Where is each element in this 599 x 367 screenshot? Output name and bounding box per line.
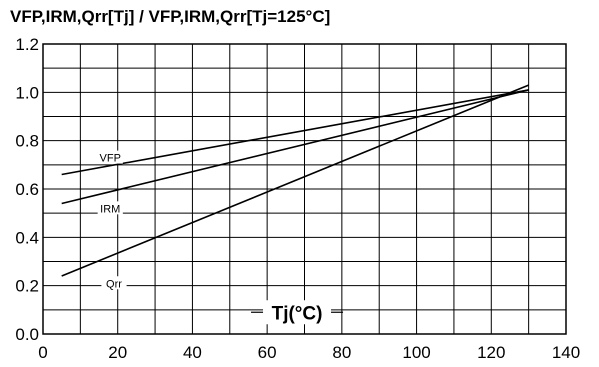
x-tick-label: 120 — [477, 343, 505, 362]
x-axis-label-bg — [263, 300, 332, 325]
x-tick-label: 140 — [552, 343, 580, 362]
x-tick-label: 80 — [332, 343, 351, 362]
x-tick-label: 20 — [108, 343, 127, 362]
series-label-bg — [101, 276, 127, 290]
y-tick-label: 0.6 — [15, 180, 39, 199]
y-tick-label: 0.2 — [15, 277, 39, 296]
series-line-vfp — [61, 89, 529, 176]
x-tick-label: 100 — [402, 343, 430, 362]
x-tick-label: 0 — [38, 343, 47, 362]
y-tick-label: 1.2 — [15, 35, 39, 54]
x-tick-label: 60 — [258, 343, 277, 362]
series-label-bg — [97, 201, 123, 215]
chart-title: VFP,IRM,Qrr[Tj] / VFP,IRM,Qrr[Tj=125°C] — [10, 7, 330, 26]
y-tick-label: 1.0 — [15, 83, 39, 102]
y-tick-label: 0.8 — [15, 132, 39, 151]
series-line-qrr — [61, 84, 529, 277]
series-label-irm: IRM — [100, 203, 120, 215]
plot-area: 0.0 0.2 0.4 0.6 0.8 1.0 1.2 0 20 40 60 80 100 120 140 V… — [15, 35, 580, 362]
y-tick-label: 0.0 — [15, 325, 39, 344]
series-label-qrr: Qrr — [106, 278, 122, 290]
y-tick-label: 0.4 — [15, 228, 39, 247]
x-axis-label: Tj(°C) — [272, 303, 323, 324]
plot-border — [42, 43, 567, 335]
series-label-bg — [97, 150, 123, 164]
x-tick-label: 40 — [183, 343, 202, 362]
series-label-vfp: VFP — [100, 153, 121, 165]
series-line-irm — [61, 89, 529, 205]
